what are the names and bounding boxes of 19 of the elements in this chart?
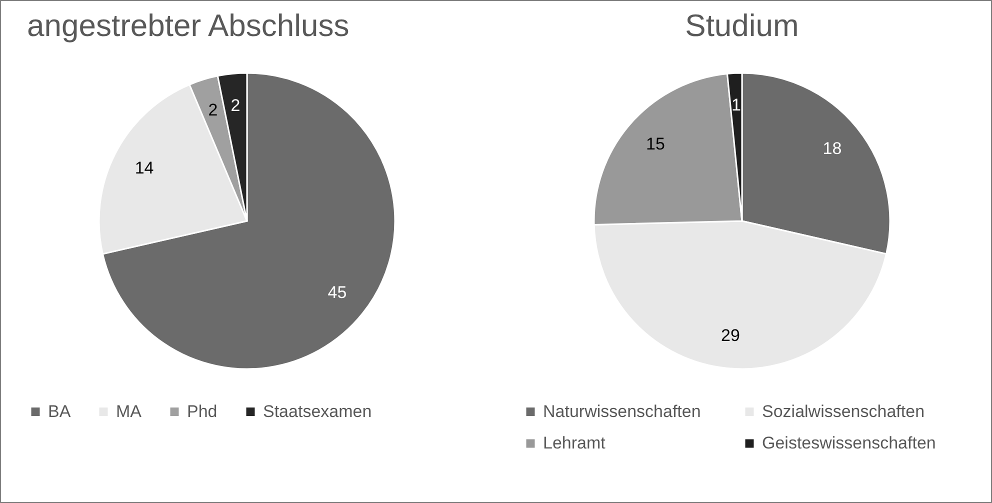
legend-label: MA [116, 402, 142, 421]
legend-label: Naturwissenschaften [543, 402, 701, 421]
data-label: 15 [646, 134, 665, 154]
chart-title: Studium [685, 8, 799, 43]
data-label: 45 [328, 282, 347, 302]
legend-label: BA [48, 402, 72, 421]
data-label: 18 [822, 139, 842, 158]
legend-label: Phd [187, 402, 218, 421]
data-label: 29 [721, 326, 740, 345]
legend-label: Lehramt [543, 434, 606, 452]
chart-title: angestrebter Abschluss [27, 8, 350, 43]
data-label: 2 [208, 100, 218, 120]
pie-slice [102, 72, 396, 370]
legend-label: Geisteswissenschaften [762, 434, 936, 452]
data-label: 14 [134, 158, 154, 178]
legend-label: Sozialwissenschaften [762, 402, 925, 421]
legend-label: Staatsexamen [263, 402, 372, 421]
data-label: 2 [230, 96, 240, 116]
data-label: 1 [732, 96, 741, 115]
